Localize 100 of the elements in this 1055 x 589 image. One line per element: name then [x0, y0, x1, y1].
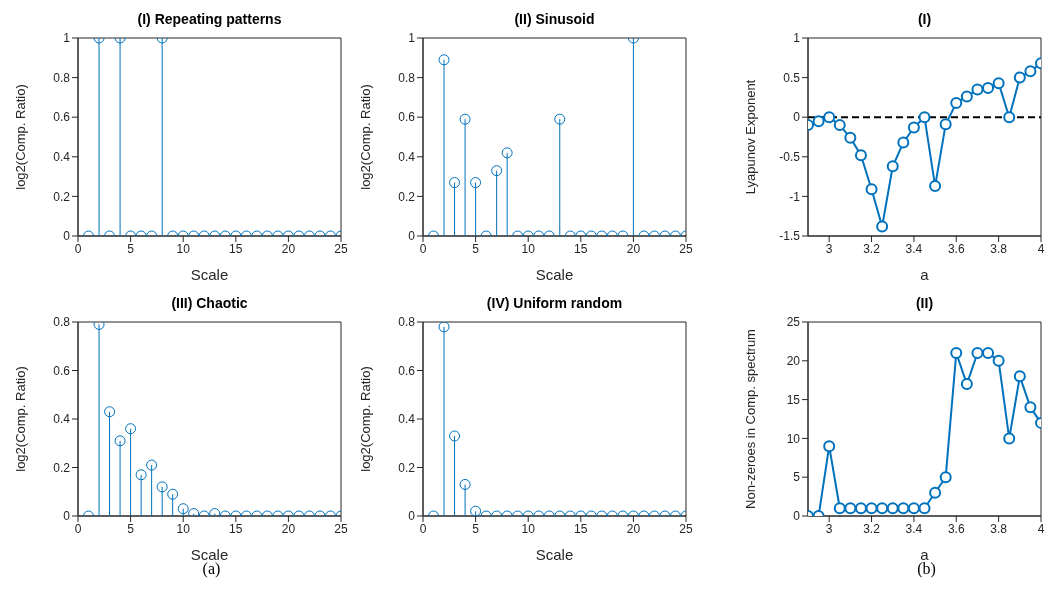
point [939, 118, 952, 131]
y-tick-label: 0 [63, 229, 71, 244]
point [886, 160, 899, 173]
x-tick-label: 10 [521, 521, 536, 536]
y-tick-label: -1.5 [779, 229, 801, 244]
point [1003, 111, 1016, 124]
chart-title: (I) [916, 10, 933, 29]
point [897, 502, 910, 515]
chart-title: (I) Repeating patterns [136, 10, 283, 29]
point [907, 121, 920, 134]
y-axis-title: log2(Comp. Ratio) [12, 366, 28, 472]
chart-title: (II) Sinusoid [513, 10, 596, 29]
x-axis-title: a [920, 266, 930, 283]
point [1013, 71, 1026, 84]
point [1003, 432, 1016, 445]
x-tick-label: 3.6 [947, 241, 965, 256]
point [459, 478, 471, 490]
point [992, 77, 1005, 90]
point [929, 486, 942, 499]
y-tick-label: 0.2 [398, 460, 416, 475]
y-tick-label: 0 [408, 229, 416, 244]
x-tick-label: 20 [281, 521, 296, 536]
x-tick-label: 10 [176, 521, 191, 536]
chart-title: (II) [914, 294, 935, 313]
point [865, 183, 878, 196]
x-tick-label: 3.4 [905, 241, 923, 256]
point [971, 347, 984, 360]
x-tick-label: 0 [419, 521, 427, 536]
point [886, 502, 899, 515]
x-tick-label: 4 [1037, 241, 1045, 256]
x-tick-label: 5 [127, 521, 135, 536]
y-tick-label: 0.6 [53, 110, 71, 125]
point [929, 180, 942, 193]
y-axis-title: log2(Comp. Ratio) [12, 84, 28, 190]
y-tick-label: 0 [63, 509, 71, 524]
point [982, 81, 995, 94]
x-tick-label: 3.8 [990, 521, 1008, 536]
x-tick-label: 15 [229, 521, 243, 536]
x-tick-label: 3.6 [947, 521, 965, 536]
point [470, 177, 482, 189]
x-tick-label: 20 [281, 241, 296, 256]
point [156, 481, 168, 493]
x-tick-label: 10 [521, 241, 536, 256]
point [897, 136, 910, 149]
y-tick-label: 0.6 [398, 363, 416, 378]
point [135, 469, 147, 481]
point [125, 423, 137, 435]
y-tick-label: 0.5 [783, 70, 801, 85]
x-tick-label: 3.2 [863, 241, 881, 256]
y-tick-label: 1 [793, 31, 801, 46]
point [960, 90, 973, 103]
x-axis-title: Scale [190, 266, 229, 283]
point [1024, 401, 1037, 414]
point [114, 435, 126, 447]
x-tick-label: 3.2 [863, 521, 881, 536]
text: (b) [916, 560, 937, 578]
y-tick-label: 0 [793, 110, 801, 125]
x-tick-label: 15 [574, 241, 588, 256]
point [104, 406, 116, 418]
x-tick-label: 25 [679, 521, 693, 536]
y-tick-label: 5 [793, 470, 801, 485]
y-tick-label: 0.8 [398, 315, 416, 330]
x-tick-label: 3.8 [990, 241, 1008, 256]
y-tick-label: 0.8 [53, 315, 71, 330]
y-tick-label: 1 [408, 31, 416, 46]
x-axis-title: Scale [535, 546, 574, 563]
x-tick-label: 20 [626, 521, 641, 536]
point [844, 502, 857, 515]
point [833, 119, 846, 132]
point [907, 502, 920, 515]
point [992, 354, 1005, 367]
point [823, 111, 836, 124]
x-tick-label: 0 [74, 241, 82, 256]
point [501, 147, 513, 159]
x-axis-title: Scale [535, 266, 574, 283]
chart-title: (III) Chaotic [170, 294, 249, 313]
y-axis-title: log2(Comp. Ratio) [357, 84, 373, 190]
point [982, 347, 995, 360]
y-tick-label: 0.6 [53, 363, 71, 378]
x-tick-label: 3 [825, 241, 833, 256]
y-tick-label: 0 [408, 509, 416, 524]
y-tick-label: 0.4 [398, 150, 416, 165]
y-tick-label: -1 [789, 189, 801, 204]
point [854, 149, 867, 162]
y-tick-label: 0.2 [398, 189, 416, 204]
y-tick-label: 0 [793, 509, 801, 524]
point [854, 502, 867, 515]
x-tick-label: 0 [419, 241, 427, 256]
x-tick-label: 5 [472, 241, 480, 256]
x-axis-title: Scale [190, 546, 229, 563]
y-tick-label: 0.6 [398, 110, 416, 125]
x-tick-label: 4 [1037, 521, 1045, 536]
point [1013, 370, 1026, 383]
point [449, 177, 461, 189]
point [950, 347, 963, 360]
point [459, 113, 471, 125]
point [918, 111, 931, 124]
point [449, 430, 461, 442]
x-tick-label: 5 [127, 241, 135, 256]
x-tick-label: 10 [176, 241, 191, 256]
